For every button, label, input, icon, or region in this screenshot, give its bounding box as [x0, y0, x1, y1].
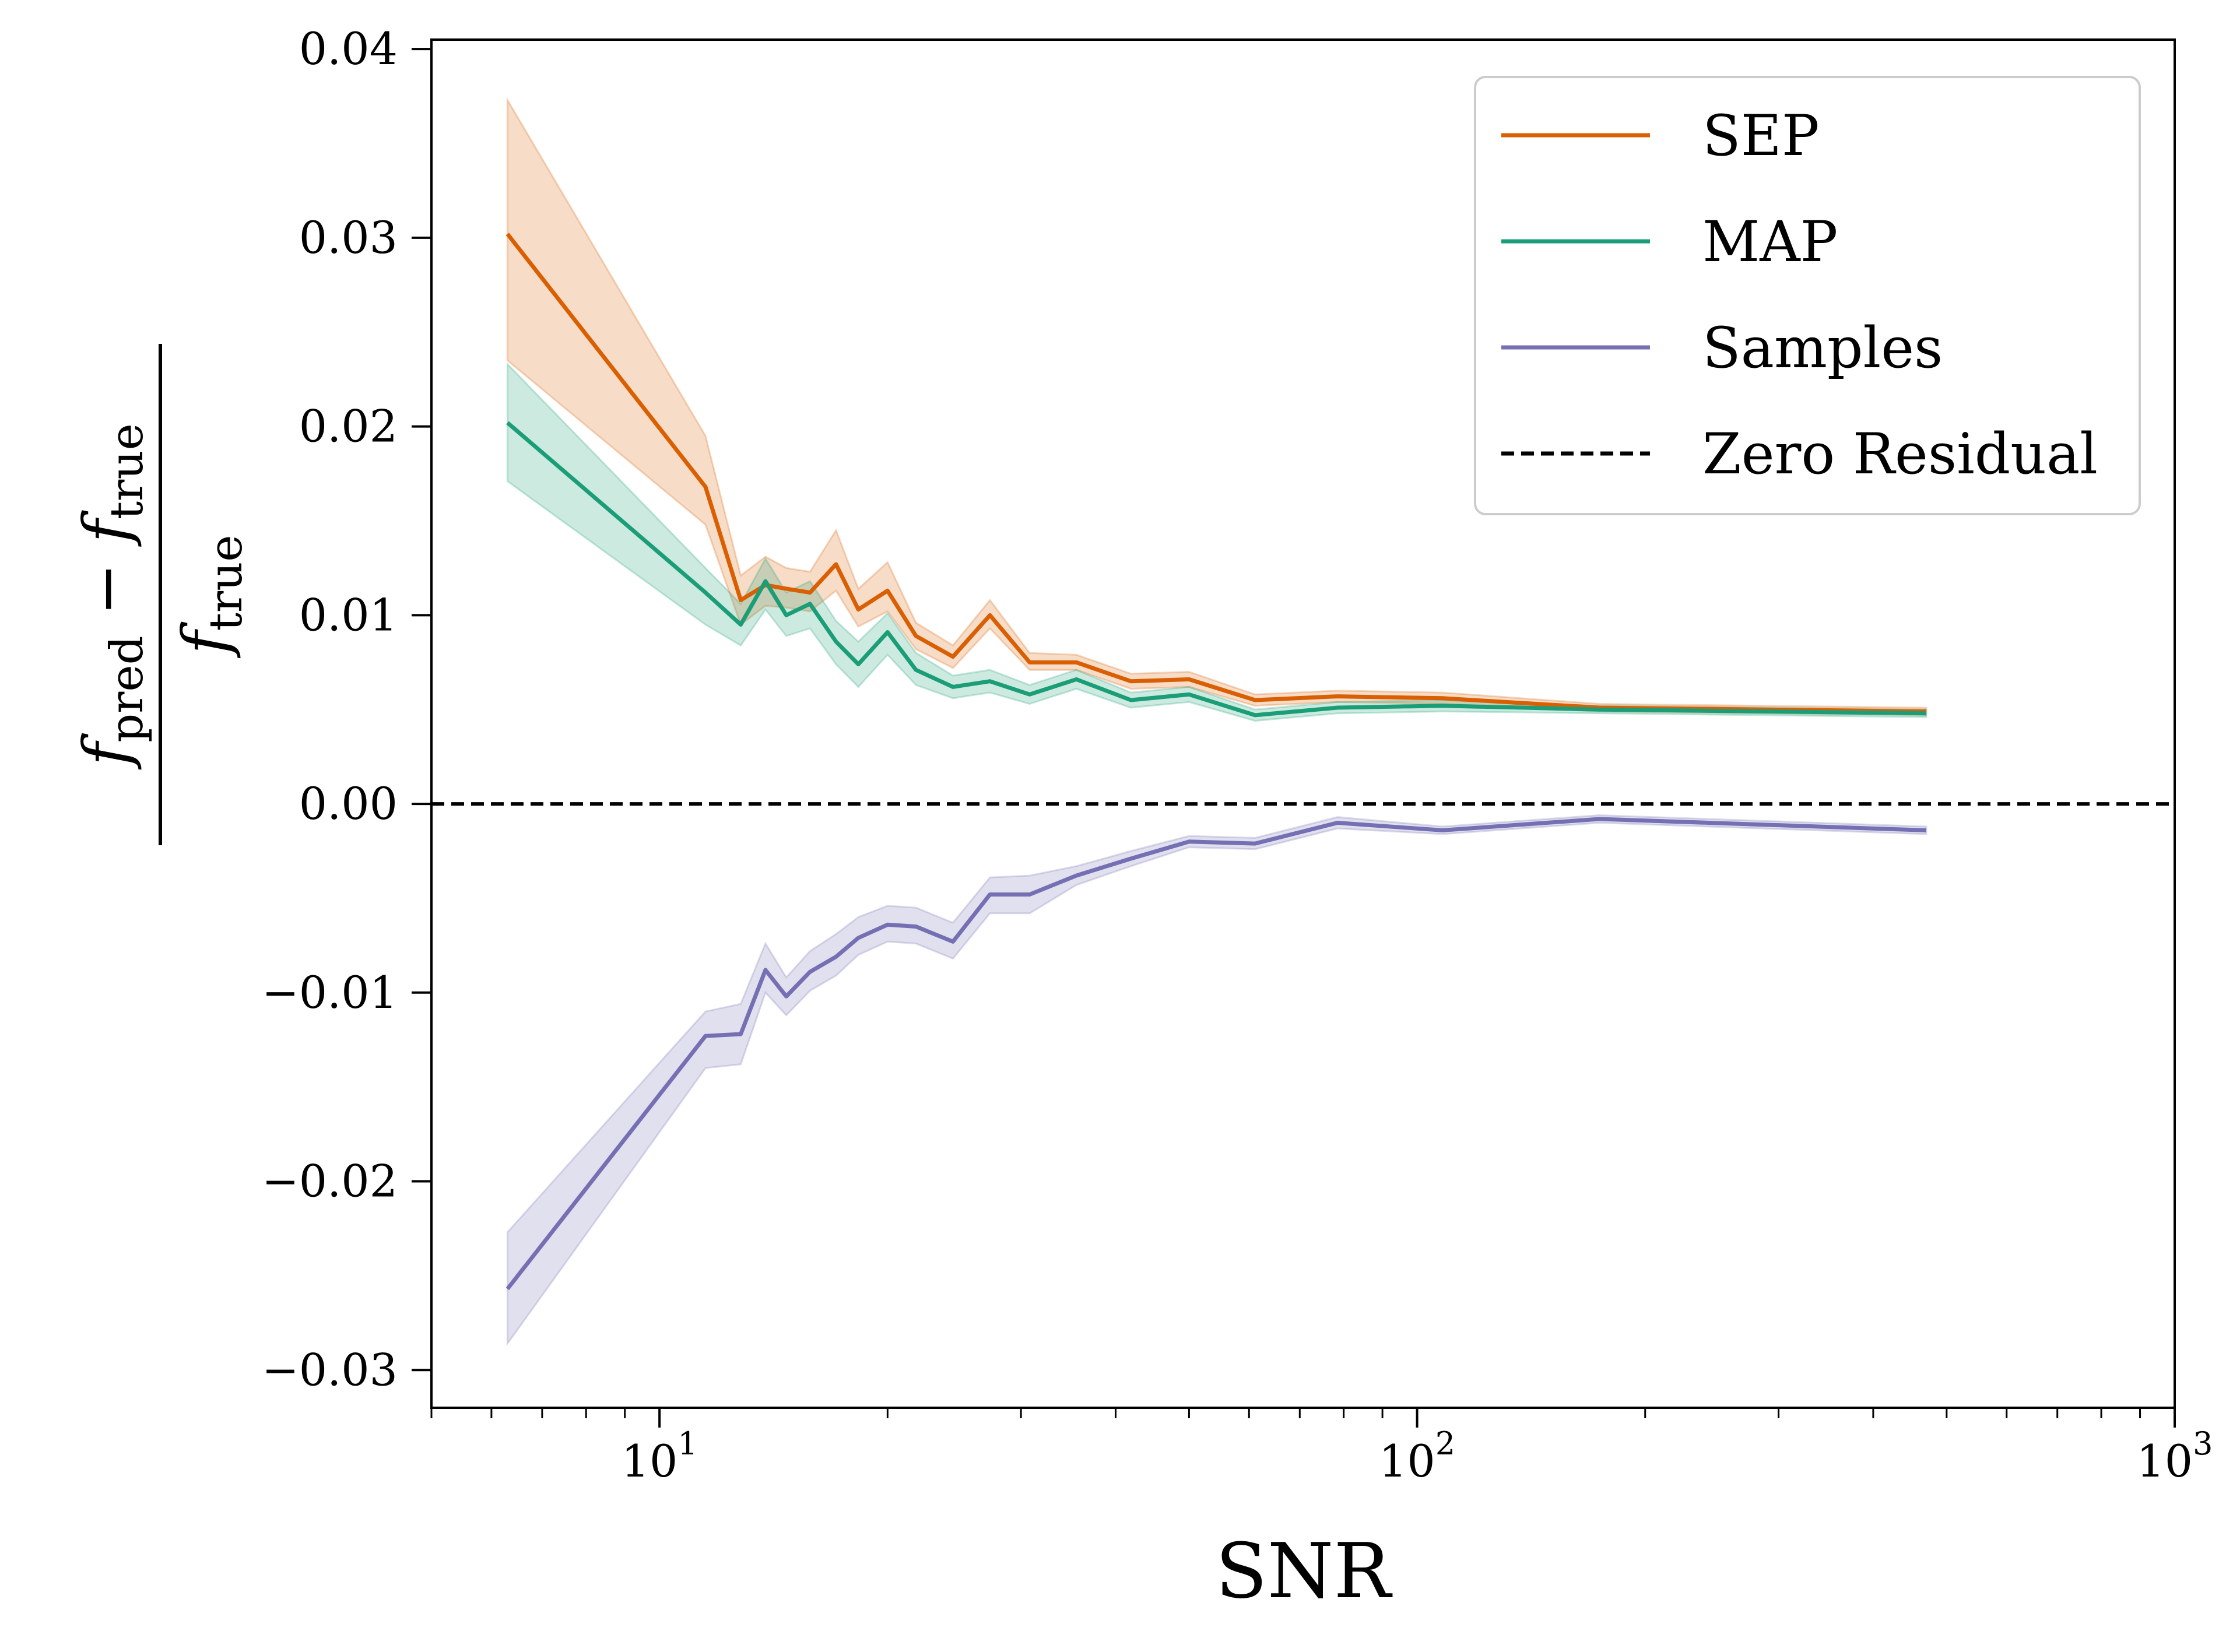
y-label-denominator: ftrue: [170, 535, 252, 658]
x-tick-label: 102: [1379, 1425, 1455, 1487]
band-map: [506, 362, 1927, 722]
y-axis-ticks: −0.03 −0.02 −0.01 0.00 0.01 0.02 0.03 0.04: [262, 23, 431, 1396]
band-samples: [506, 814, 1927, 1347]
legend: SEP MAP Samples Zero Residual: [1474, 76, 2141, 515]
y-label-numerator: fpred − ftrue: [71, 423, 153, 769]
legend-label-samples: Samples: [1702, 315, 1943, 381]
x-axis-ticks: 101 102 103: [430, 1408, 2213, 1487]
band-sep: [506, 97, 1927, 716]
legend-label-zero-residual: Zero Residual: [1702, 421, 2098, 487]
confidence-bands: [506, 97, 1927, 1347]
legend-box: [1474, 76, 2141, 515]
series-lines: [505, 233, 1927, 1291]
legend-label-sep: SEP: [1702, 103, 1819, 168]
series-line-samples: [505, 817, 1927, 1291]
y-tick-label: −0.02: [262, 1155, 398, 1207]
y-tick-label: −0.01: [262, 966, 398, 1018]
y-tick-label: 0.04: [299, 23, 398, 75]
x-tick-label: 101: [622, 1425, 698, 1487]
y-tick-label: 0.00: [299, 778, 398, 829]
plot-frame: [430, 38, 2176, 1409]
y-tick-label: 0.02: [299, 400, 398, 452]
series-line-map: [506, 421, 1926, 718]
legend-label-map: MAP: [1702, 209, 1838, 275]
y-tick-label: 0.03: [299, 212, 398, 263]
series-line-sep: [505, 233, 1926, 713]
y-tick-label: −0.03: [262, 1344, 398, 1396]
x-tick-label: 103: [2136, 1425, 2213, 1487]
x-axis-label: SNR: [1216, 1527, 1393, 1615]
axes: [430, 38, 2176, 1409]
y-tick-label: 0.01: [299, 589, 398, 641]
